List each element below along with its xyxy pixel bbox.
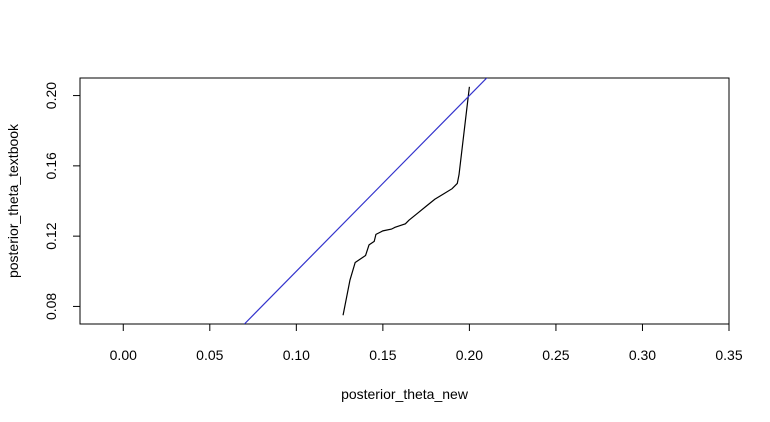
x-axis: 0.00 0.05 0.10 0.15 0.20 0.25 0.30 0.35 xyxy=(110,323,743,363)
y-axis-title: posterior_theta_textbook xyxy=(5,123,21,278)
x-tick-label: 0.15 xyxy=(369,347,396,363)
x-tick-label: 0.25 xyxy=(542,347,569,363)
x-tick-label: 0.10 xyxy=(283,347,310,363)
y-tick-label: 0.12 xyxy=(43,222,59,249)
series-line-1 xyxy=(342,86,470,316)
x-tick-label: 0.30 xyxy=(629,347,656,363)
plot-frame xyxy=(79,77,730,325)
y-axis: 0.08 0.12 0.16 0.20 xyxy=(43,82,81,320)
series-line-2 xyxy=(243,78,488,324)
y-tick-label: 0.16 xyxy=(43,152,59,179)
series-layer xyxy=(243,78,488,324)
x-axis-title: posterior_theta_new xyxy=(341,386,469,402)
y-tick-label: 0.08 xyxy=(43,293,59,320)
x-tick-label: 0.20 xyxy=(456,347,483,363)
x-tick-label: 0.35 xyxy=(715,347,742,363)
x-tick-label: 0.05 xyxy=(196,347,223,363)
x-tick-label: 0.00 xyxy=(110,347,137,363)
y-tick-label: 0.20 xyxy=(43,82,59,109)
